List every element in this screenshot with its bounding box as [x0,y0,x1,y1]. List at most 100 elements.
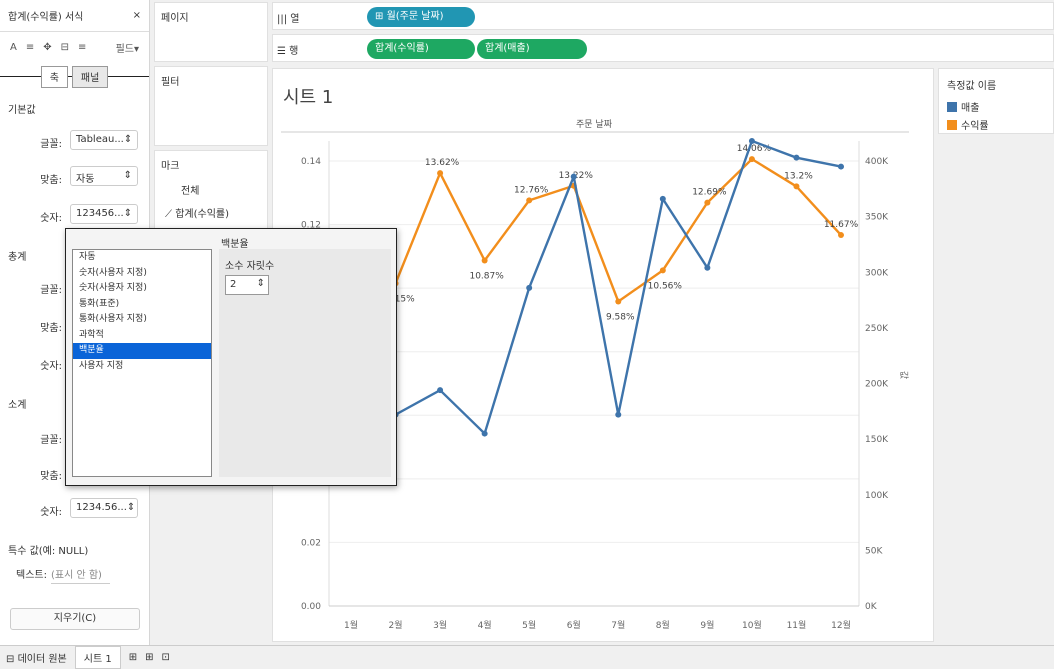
basic-number-row: 숫자: 123456... ⇕ [0,204,150,226]
marks-all-item[interactable]: 전체 [181,186,200,197]
x-tick-label: 4월 [478,619,492,631]
datasource-tab[interactable]: ⊟ 데이터 원본 [6,650,67,665]
row-label: 숫자: [40,213,62,224]
marks-profit-label: 합계(수익률) [175,209,229,220]
sheet-title: 시트 1 [283,87,334,108]
format-type-item[interactable]: 사용자 지정 [79,360,124,371]
alignment-icon[interactable]: ≡ [25,41,35,53]
decimal-places-stepper[interactable]: 2 ⇕ [225,275,269,295]
legend-label: 수익률 [961,121,989,132]
format-tabs: 축 패널 [0,66,149,88]
data-label: 10.15% [380,294,415,304]
data-point [615,298,622,305]
x-tick-label: 1월 [344,619,358,631]
data-point [437,387,444,394]
x-tick-label: 2월 [389,619,403,631]
total-font-row: 글꼴: [0,276,150,298]
y-right-tick-label: 250K [865,324,889,334]
x-tick-label: 8월 [656,619,670,631]
legend-item-profit[interactable]: 수익률 [947,117,989,132]
subtotal-number-dropdown[interactable]: 1234.56... ⇕ [70,498,138,518]
format-type-item[interactable]: 통화(표준) [79,298,120,309]
fields-dropdown[interactable]: 필드▾ [115,43,139,55]
new-worksheet-icon[interactable]: ⊞ [128,652,138,663]
filters-card: 필터 [154,66,268,146]
clear-button[interactable]: 지우기(C) [10,608,140,630]
y-right-tick-label: 300K [865,268,889,278]
format-type-item[interactable]: 통화(사용자 지정) [79,314,147,324]
sheet-tab[interactable]: 시트 1 [74,646,121,669]
text-label: 텍스트: [16,570,47,581]
stepper-icon: ⇕ [126,502,136,513]
null-text-field[interactable]: (표시 안 함) [50,566,110,584]
dropdown-value: 123456... [76,208,124,219]
row-label: 글꼴: [40,435,62,446]
x-tick-label: 7월 [611,619,625,631]
legend-item-sales[interactable]: 매출 [947,99,979,114]
columns-shelf[interactable]: ||| 열 ⊞ 월(주문 날짜) [272,2,1054,30]
close-icon[interactable]: × [132,10,141,21]
data-point [704,264,711,271]
data-label: 10.87% [469,271,504,281]
y-right-axis-label: 값 [898,371,910,379]
subtotal-align-row: 맞춤: [0,462,150,484]
row-pill-sales[interactable]: 합계(매출) [477,39,587,59]
format-type-item[interactable]: 숫자(사용자 지정) [79,267,147,278]
new-story-icon[interactable]: ⊡ [161,652,170,663]
x-tick-label: 12월 [831,619,851,631]
format-type-item[interactable]: 자동 [79,252,96,262]
y-left-tick-label: 0.00 [301,602,321,612]
date-icon: ⊞ [375,11,387,22]
x-tick-label: 6월 [567,619,581,631]
marks-profit-item[interactable]: ⟋ 합계(수익률) [155,201,267,224]
chart-header-title: 주문 날짜 [576,119,613,130]
tab-pane[interactable]: 패널 [71,66,109,88]
row-label: 글꼴: [40,285,62,296]
decimal-places-value: 2 [230,279,237,290]
font-icon[interactable]: A [10,41,17,53]
row-label: 맞춤: [40,471,62,482]
data-point [748,137,755,144]
data-label: 11.67% [824,220,859,230]
legend-swatch [947,101,957,112]
new-dashboard-icon[interactable]: ⊞ [145,652,154,663]
rows-shelf-label: ☰ 행 [277,46,299,57]
shelves: ||| 열 ⊞ 월(주문 날짜) ☰ 행 합계(수익률) 합계(매출) [272,0,1054,66]
format-type-item[interactable]: 숫자(사용자 지정) [79,283,147,293]
dropdown-value: 자동 [76,174,95,185]
data-label: 9.58% [606,312,635,322]
database-icon: ⊟ [6,654,18,665]
format-type-item[interactable]: 과학적 [79,329,104,340]
data-label: 13.2% [784,171,813,181]
null-text-row: 텍스트: (표시 안 함) [16,566,110,584]
data-label: 12.76% [514,185,549,195]
lines-icon[interactable]: ≡ [78,41,87,53]
align-dropdown[interactable]: 자동 ⇕ [70,166,138,186]
dropdown-value: 1234.56... [76,502,127,513]
row-pill-profit[interactable]: 합계(수익률) [367,39,475,59]
borders-icon[interactable]: ⊟ [60,41,70,53]
tab-axis[interactable]: 축 [40,66,68,88]
data-point [704,199,711,206]
data-point [748,156,755,163]
section-total: 총계 [8,252,27,263]
data-point [437,170,444,177]
stepper-icon[interactable]: ⇕ [256,278,265,289]
row-label: 맞춤: [40,323,62,334]
filters-card-title: 필터 [161,77,180,88]
x-tick-label: 5월 [522,619,536,631]
font-dropdown[interactable]: Tableau... ⇕ [70,130,138,150]
row-label: 숫자: [40,361,62,372]
stepper-icon: ⇕ [123,208,133,219]
y-right-tick-label: 0K [865,602,878,612]
rows-shelf[interactable]: ☰ 행 합계(수익률) 합계(매출) [272,34,1054,62]
basic-font-row: 글꼴: Tableau... ⇕ [0,130,150,152]
number-dropdown[interactable]: 123456... ⇕ [70,204,138,224]
marks-card-title: 마크 [161,161,180,172]
shading-icon[interactable]: ✥ [43,41,52,53]
pages-card: 페이지 [154,2,268,62]
format-type-item[interactable]: 백분율 [73,343,211,359]
column-pill[interactable]: ⊞ 월(주문 날짜) [367,7,475,27]
